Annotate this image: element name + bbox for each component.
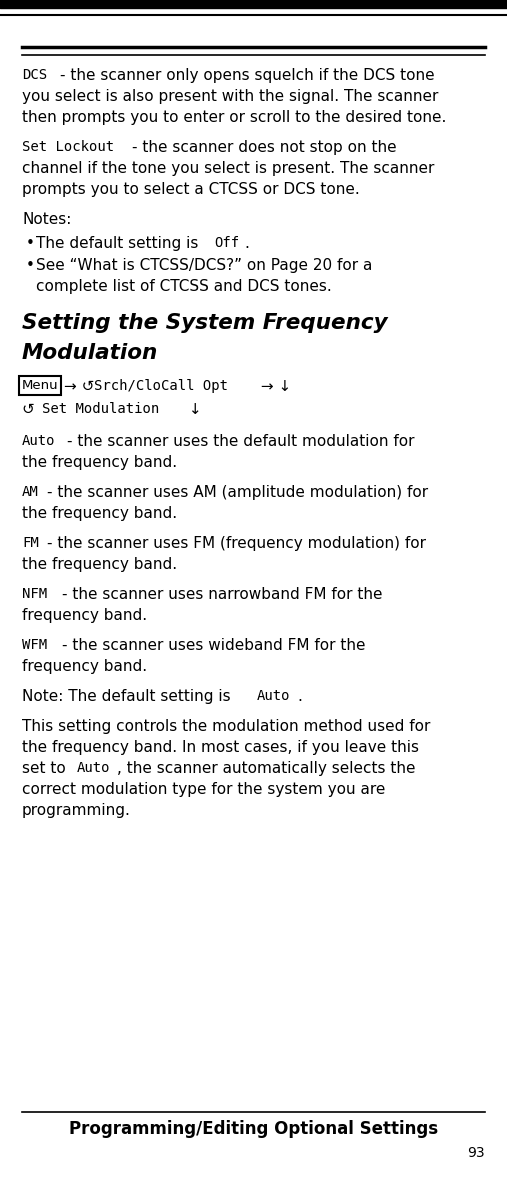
Text: - the scanner only opens squelch if the DCS tone: - the scanner only opens squelch if the … xyxy=(60,68,434,83)
Text: .: . xyxy=(244,236,249,251)
Text: AM: AM xyxy=(22,485,39,499)
Text: 93: 93 xyxy=(467,1146,485,1160)
Text: Menu: Menu xyxy=(22,379,59,392)
Text: Modulation: Modulation xyxy=(22,343,158,363)
Text: See “What is CTCSS/DCS?” on Page 20 for a: See “What is CTCSS/DCS?” on Page 20 for … xyxy=(36,258,372,273)
Text: prompts you to select a CTCSS or DCS tone.: prompts you to select a CTCSS or DCS ton… xyxy=(22,182,360,197)
Text: NFM: NFM xyxy=(22,586,47,601)
Text: set to: set to xyxy=(22,761,70,776)
Text: → ↓: → ↓ xyxy=(256,379,291,394)
Text: channel if the tone you select is present. The scanner: channel if the tone you select is presen… xyxy=(22,160,434,176)
Text: .: . xyxy=(297,689,302,704)
Text: you select is also present with the signal. The scanner: you select is also present with the sign… xyxy=(22,88,439,104)
Text: , the scanner automatically selects the: , the scanner automatically selects the xyxy=(117,761,416,776)
Text: - the scanner uses the default modulation for: - the scanner uses the default modulatio… xyxy=(67,434,415,450)
Text: Set Lockout: Set Lockout xyxy=(22,140,114,155)
Text: complete list of CTCSS and DCS tones.: complete list of CTCSS and DCS tones. xyxy=(36,278,332,294)
Text: Notes:: Notes: xyxy=(22,212,71,227)
Text: programming.: programming. xyxy=(22,804,131,818)
Text: the frequency band.: the frequency band. xyxy=(22,455,177,470)
Text: the frequency band.: the frequency band. xyxy=(22,506,177,522)
Text: Auto: Auto xyxy=(22,434,55,448)
Text: → ↺: → ↺ xyxy=(64,379,99,394)
Text: FM: FM xyxy=(22,536,39,550)
Text: WFM: WFM xyxy=(22,638,47,653)
Text: frequency band.: frequency band. xyxy=(22,658,147,674)
Text: - the scanner does not stop on the: - the scanner does not stop on the xyxy=(132,140,396,155)
Text: Auto: Auto xyxy=(77,761,111,775)
Text: Auto: Auto xyxy=(257,689,291,703)
Text: DCS: DCS xyxy=(22,68,47,81)
Text: Note: The default setting is: Note: The default setting is xyxy=(22,689,235,704)
Text: - the scanner uses narrowband FM for the: - the scanner uses narrowband FM for the xyxy=(62,586,382,602)
Text: the frequency band. In most cases, if you leave this: the frequency band. In most cases, if yo… xyxy=(22,740,419,755)
Text: Srch/CloCall Opt: Srch/CloCall Opt xyxy=(94,379,228,393)
Text: - the scanner uses wideband FM for the: - the scanner uses wideband FM for the xyxy=(62,638,366,653)
Text: then prompts you to enter or scroll to the desired tone.: then prompts you to enter or scroll to t… xyxy=(22,110,446,125)
Text: •: • xyxy=(26,236,35,251)
Text: - the scanner uses FM (frequency modulation) for: - the scanner uses FM (frequency modulat… xyxy=(47,536,426,551)
Text: ↺: ↺ xyxy=(22,402,40,417)
Text: •: • xyxy=(26,258,35,273)
Text: Programming/Editing Optional Settings: Programming/Editing Optional Settings xyxy=(69,1120,438,1138)
Text: - the scanner uses AM (amplitude modulation) for: - the scanner uses AM (amplitude modulat… xyxy=(47,485,428,500)
Text: This setting controls the modulation method used for: This setting controls the modulation met… xyxy=(22,719,430,734)
Text: correct modulation type for the system you are: correct modulation type for the system y… xyxy=(22,782,385,796)
Text: The default setting is: The default setting is xyxy=(36,236,203,251)
Text: frequency band.: frequency band. xyxy=(22,608,147,623)
Text: Off: Off xyxy=(214,236,239,250)
Text: Setting the System Frequency: Setting the System Frequency xyxy=(22,313,388,333)
Text: ↓: ↓ xyxy=(184,402,202,417)
Text: Set Modulation: Set Modulation xyxy=(42,402,159,417)
Text: the frequency band.: the frequency band. xyxy=(22,557,177,572)
